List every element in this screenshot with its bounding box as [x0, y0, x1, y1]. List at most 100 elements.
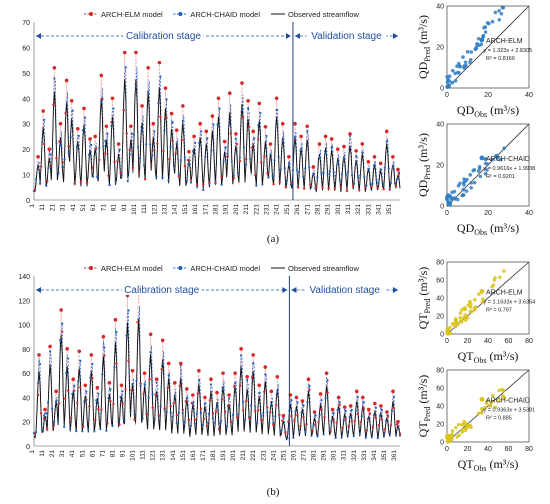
scatter-point: [483, 157, 488, 161]
chaid-point: [89, 143, 93, 147]
chaid-point: [220, 183, 223, 186]
x-tick-label: 291: [325, 204, 332, 215]
chaid-point: [167, 179, 170, 182]
elm-point: [185, 387, 189, 391]
x-axis-title: QDObs (m³/s): [457, 103, 519, 119]
y-axis-title: QDPred (m³/s): [416, 15, 432, 79]
chaid-point: [214, 179, 217, 183]
y-tick-label: 20: [436, 163, 444, 170]
chaid-point: [216, 123, 219, 126]
chaid-point: [277, 155, 280, 158]
chaid-point: [297, 171, 301, 174]
chaid-point: [159, 75, 162, 78]
chaid-point: [314, 414, 317, 417]
chaid-point: [198, 141, 201, 145]
elm-point: [107, 174, 110, 177]
r2-label: R² = 0.8166: [486, 56, 515, 62]
legend-chaid-marker: [178, 12, 183, 16]
x-tick-label: 251: [280, 450, 287, 461]
chaid-point: [57, 172, 60, 175]
chaid-point: [121, 390, 124, 393]
elm-point: [324, 371, 329, 375]
elm-point: [232, 385, 236, 388]
scatter-point: [502, 395, 506, 400]
chaid-point: [38, 362, 42, 366]
chaid-point: [117, 420, 120, 424]
x-tick-label: 161: [192, 204, 199, 215]
chaid-point: [332, 170, 335, 174]
elm-point: [358, 188, 361, 192]
elm-point: [51, 425, 55, 429]
elm-point: [306, 377, 311, 382]
caption-b: (b): [267, 486, 280, 498]
elm-point: [163, 86, 168, 90]
chaid-point: [388, 431, 392, 434]
elm-point: [142, 392, 145, 395]
elm-point: [133, 418, 136, 421]
chaid-point: [44, 412, 48, 415]
chaid-point: [261, 183, 264, 186]
elm-point: [73, 182, 76, 185]
x-tick-label: 141: [172, 204, 179, 215]
elm-point: [396, 419, 400, 424]
scatter-point: [458, 316, 462, 320]
scatter-point: [445, 439, 450, 444]
chaid-point: [46, 401, 50, 404]
elm-point: [140, 104, 144, 108]
elm-point: [350, 420, 353, 423]
scatter-point: [454, 425, 458, 430]
elm-point: [94, 147, 98, 150]
elm-point: [54, 390, 58, 393]
chaid-point: [132, 133, 136, 136]
chaid-point: [89, 376, 92, 379]
chaid-point: [228, 123, 231, 126]
x-tick-label: 121: [151, 204, 158, 215]
elm-point: [154, 377, 159, 382]
y-tick-label: 0: [440, 204, 444, 211]
elm-point: [367, 160, 370, 164]
chaid-point: [221, 388, 225, 391]
legend-label: ARCH-CHAID: [486, 156, 530, 163]
x-tick-label: 341: [371, 450, 378, 461]
x-tick-label: 271: [300, 450, 307, 461]
x-tick-label: 131: [162, 204, 169, 215]
r2-label: R² = 0.9201: [486, 174, 515, 180]
chaid-point: [165, 410, 168, 414]
chaid-point: [312, 173, 315, 176]
scatter-point: [452, 197, 457, 201]
elm-point: [166, 361, 171, 366]
chaid-point: [326, 379, 329, 382]
elm-point: [163, 407, 166, 410]
elm-point: [241, 408, 245, 412]
elm-point: [254, 409, 257, 413]
chaid-point: [238, 156, 242, 159]
chaid-point: [42, 414, 46, 417]
elm-point: [365, 429, 369, 432]
x-tick-label: 51: [80, 204, 87, 212]
scatter-point: [490, 19, 495, 24]
chaid-point: [71, 109, 74, 112]
elm-point: [235, 416, 239, 419]
chaid-point: [242, 146, 246, 149]
scatter-point: [448, 331, 453, 336]
elm-point: [309, 183, 312, 187]
elm-point: [88, 137, 92, 141]
chaid-point: [269, 153, 272, 156]
elm-point: [376, 186, 379, 189]
scatter-point: [458, 64, 462, 69]
elm-point: [318, 142, 321, 146]
chaid-point: [213, 421, 217, 424]
elm-point: [97, 407, 100, 411]
chaid-point: [285, 179, 288, 182]
chaid-point: [210, 149, 213, 152]
calibration-stage-label: Calibration stage: [126, 31, 201, 42]
chaid-point: [67, 357, 70, 360]
elm-point: [171, 139, 174, 142]
scatter-point: [482, 25, 486, 30]
chaid-point: [114, 180, 117, 184]
calibration-stage-label: Calibration stage: [124, 285, 199, 296]
chaid-point: [322, 433, 325, 436]
scatter-point: [490, 400, 494, 404]
x-tick-label: 301: [331, 450, 338, 461]
chaid-point: [175, 142, 178, 145]
